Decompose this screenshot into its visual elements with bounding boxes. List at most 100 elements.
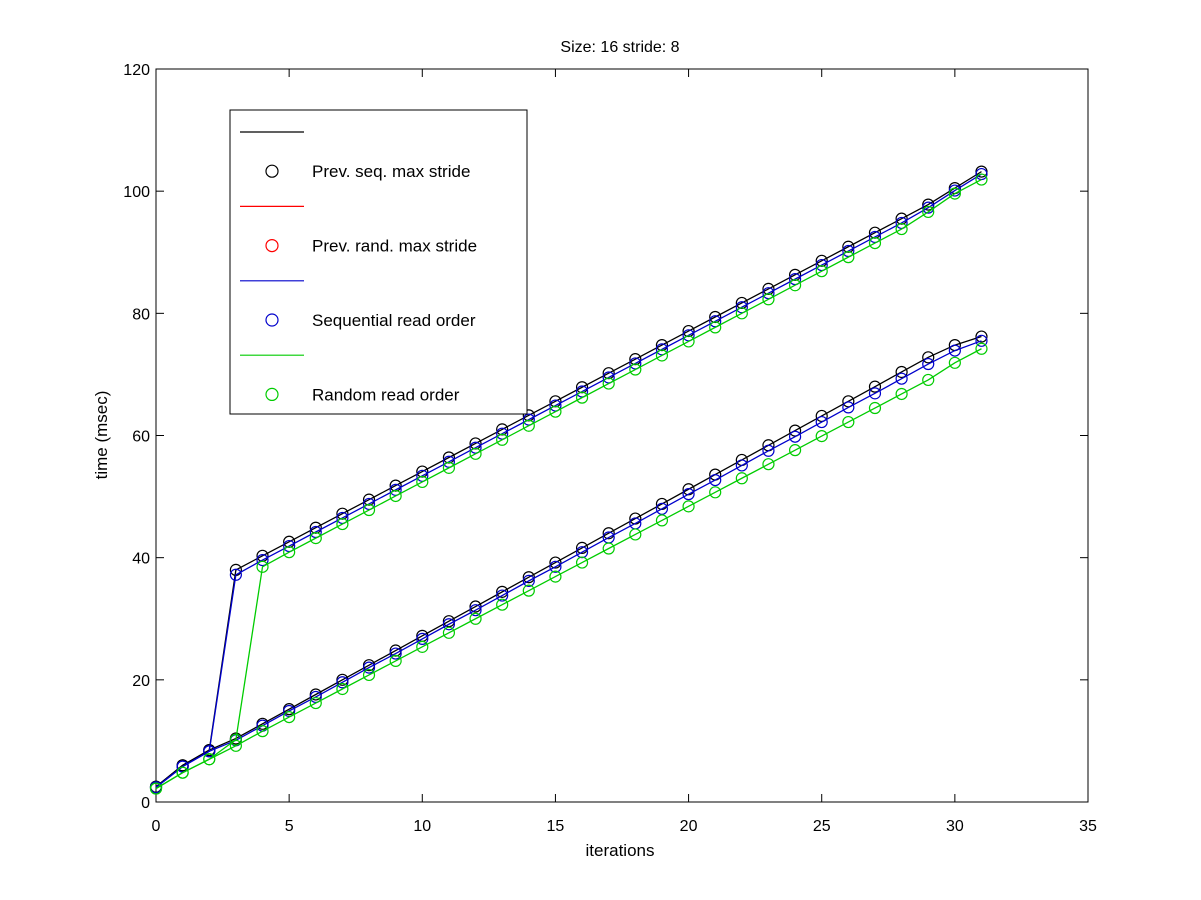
y-tick-label: 120 [123, 62, 150, 79]
y-tick-label: 80 [132, 306, 150, 323]
y-tick-label: 100 [123, 184, 150, 201]
data-point [362, 503, 376, 517]
data-point [522, 419, 535, 432]
data-point [549, 570, 562, 583]
legend-circle-swatch [265, 164, 279, 178]
data-point [709, 486, 722, 499]
data-point [842, 401, 855, 414]
data-point [469, 612, 482, 625]
data-point [469, 604, 482, 617]
data-point [442, 461, 456, 474]
data-point [815, 265, 828, 278]
data-point [655, 349, 669, 362]
data-point [975, 342, 988, 355]
data-point [602, 542, 615, 555]
data-point [522, 574, 535, 587]
data-point [735, 307, 748, 320]
data-point [948, 356, 961, 369]
data-point [203, 753, 216, 766]
series-5 [149, 342, 988, 795]
data-point [229, 739, 242, 752]
data-point [975, 334, 988, 347]
data-point [522, 409, 535, 422]
data-point [629, 363, 642, 376]
data-point [309, 696, 322, 710]
data-point [549, 556, 562, 569]
data-point [336, 676, 349, 689]
data-point [442, 626, 456, 639]
data-point [788, 279, 802, 292]
data-point [762, 282, 775, 295]
data-point [922, 205, 935, 219]
data-point [682, 488, 695, 501]
data-point [522, 571, 535, 584]
data-point [522, 584, 535, 597]
data-point [309, 532, 322, 545]
data-point [496, 433, 509, 446]
data-point [922, 373, 935, 387]
data-point [868, 401, 882, 415]
data-point [362, 668, 376, 682]
data-point [682, 335, 695, 348]
data-point [948, 187, 961, 200]
data-point [682, 324, 695, 338]
data-point [975, 173, 988, 186]
x-tick-label: 10 [413, 818, 431, 835]
series-4 [149, 173, 988, 795]
data-point [176, 766, 189, 779]
data-point [895, 372, 908, 385]
data-point [496, 589, 509, 602]
data-point [709, 473, 722, 487]
data-point [416, 640, 429, 653]
data-point [549, 395, 562, 408]
data-point [362, 493, 376, 506]
data-point [762, 293, 775, 306]
data-point [389, 654, 402, 667]
data-point [309, 521, 322, 534]
data-point [256, 725, 269, 738]
plot-area: 0 5 10 15 20 25 30 35 0 20 40 60 80 100 120 [123, 62, 1097, 835]
x-tick-label: 15 [547, 818, 565, 835]
data-point [602, 377, 615, 390]
data-point [283, 710, 296, 724]
legend-box [229, 109, 528, 415]
data-point [709, 310, 722, 324]
legend: Prev. seq. max stride Prev. rand. max str… [229, 109, 528, 415]
data-point [815, 430, 828, 443]
data-point [682, 500, 695, 513]
data-point [815, 254, 828, 267]
data-point [575, 541, 589, 554]
data-point [629, 353, 642, 366]
legend-entries: Prev. seq. max stride Prev. rand. max str… [240, 131, 477, 404]
x-tick-label: 35 [1079, 818, 1097, 835]
data-point [416, 475, 429, 489]
data-point [442, 451, 456, 464]
data-point [203, 745, 216, 758]
data-point [788, 268, 802, 281]
data-point [575, 556, 589, 569]
data-point [256, 554, 269, 567]
data-point [256, 560, 269, 573]
x-tick-label: 5 [285, 818, 294, 835]
data-point [922, 351, 935, 364]
y-axis-label: time (msec) [92, 391, 111, 480]
x-tick-label: 0 [152, 818, 161, 835]
data-point [842, 251, 855, 264]
y-tick-label: 40 [132, 551, 150, 568]
data-point [416, 465, 429, 478]
legend-circle-swatch [265, 313, 279, 327]
legend-circle-swatch [265, 387, 279, 401]
y-tick-label: 0 [141, 795, 150, 812]
data-point [549, 560, 562, 573]
data-point [362, 661, 376, 674]
data-point [895, 365, 908, 379]
data-point [815, 415, 828, 429]
y-tick-label: 20 [132, 673, 150, 690]
data-point [283, 546, 296, 559]
data-point [389, 479, 402, 492]
data-point [735, 296, 748, 310]
data-point [868, 380, 882, 393]
data-point [575, 546, 589, 559]
